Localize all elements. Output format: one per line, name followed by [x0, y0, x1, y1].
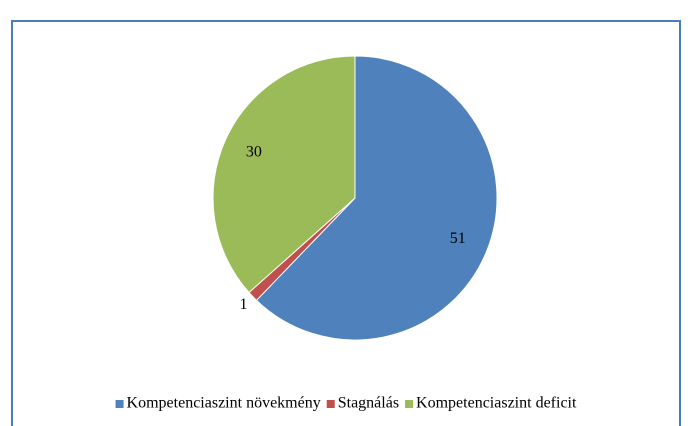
data-label: 1 [239, 296, 247, 313]
legend-label: Kompetenciaszint deficit [416, 395, 577, 412]
data-label: 30 [246, 143, 262, 160]
pie-slice [255, 55, 498, 341]
legend-swatch [405, 400, 414, 408]
legend-swatch [326, 400, 335, 408]
pie: 51 1 30 [212, 55, 498, 341]
pie-slice [212, 55, 356, 294]
legend-swatch [115, 400, 124, 408]
legend: Kompetenciaszint növekmény Stagnálás Kompe… [115, 395, 577, 412]
legend-label: Stagnálás [338, 395, 399, 412]
data-label: 51 [450, 230, 466, 247]
legend-label: Kompetenciaszint növekmény [127, 395, 321, 412]
